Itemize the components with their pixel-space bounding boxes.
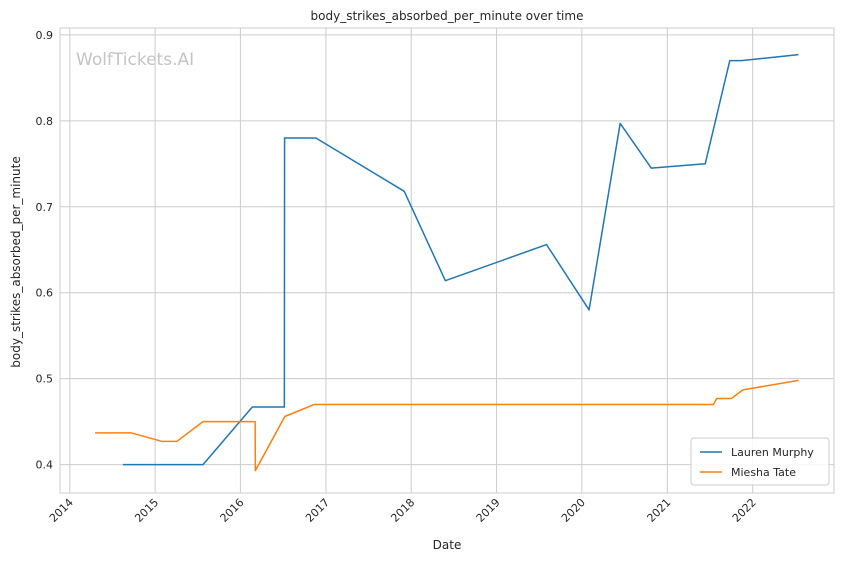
- series-line-miesha-tate: [95, 379, 799, 472]
- y-tick-label: 0.4: [36, 459, 54, 472]
- watermark-text: WolfTickets.AI: [76, 50, 194, 70]
- series-layer: [95, 53, 799, 472]
- y-axis-ticks: 0.4 0.5 0.6 0.7 0.8 0.9: [36, 29, 54, 472]
- y-tick-label: 0.8: [36, 115, 54, 128]
- y-tick-label: 0.7: [36, 201, 54, 214]
- y-axis-title: body_strikes_absorbed_per_minute: [9, 156, 23, 367]
- chart-title: body_strikes_absorbed_per_minute over ti…: [311, 9, 584, 23]
- legend-label: Miesha Tate: [731, 466, 796, 479]
- legend: Lauren Murphy Miesha Tate: [690, 437, 830, 486]
- y-tick-label: 0.6: [36, 287, 54, 300]
- y-tick-label: 0.9: [36, 29, 54, 42]
- x-axis-title: Date: [433, 538, 462, 552]
- legend-box: [690, 437, 830, 486]
- plot-area-frame: [59, 27, 835, 494]
- y-tick-label: 0.5: [36, 373, 54, 386]
- legend-label: Lauren Murphy: [731, 446, 814, 459]
- series-line-lauren-murphy: [122, 53, 799, 466]
